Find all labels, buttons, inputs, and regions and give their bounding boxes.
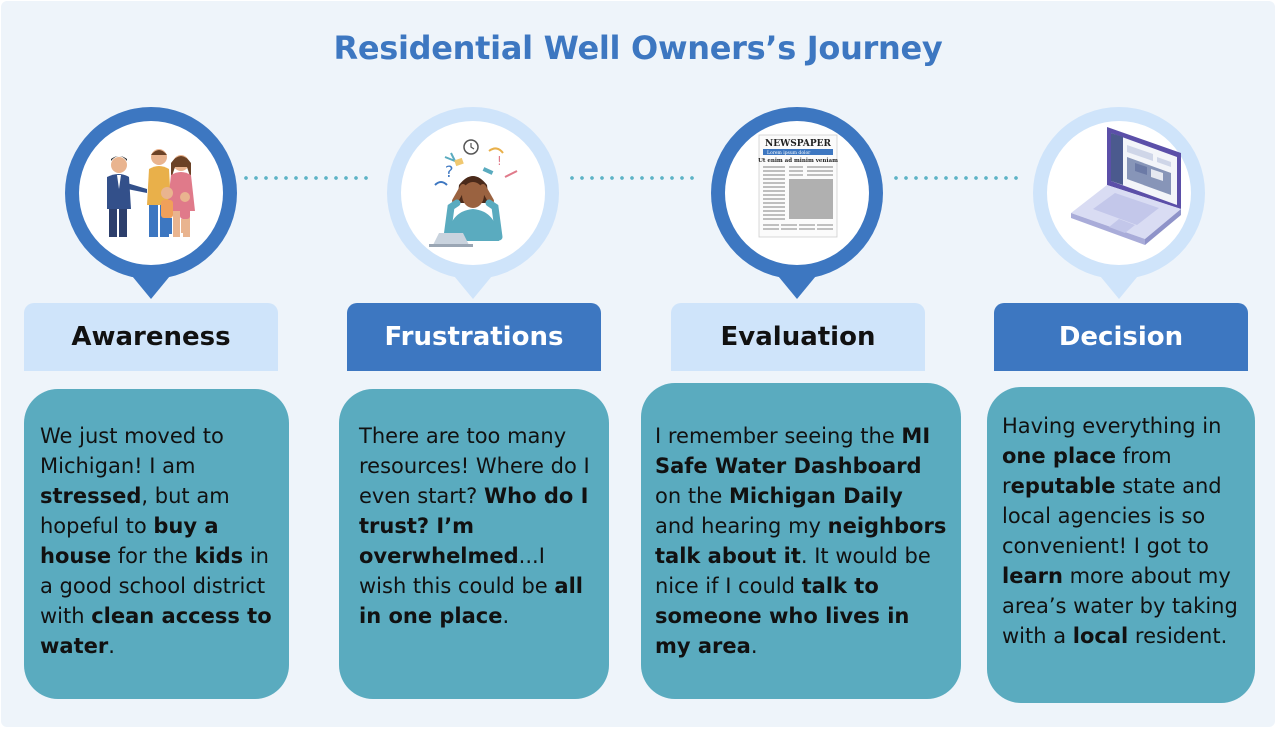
stage-text-segment: kids: [194, 544, 244, 568]
stage-text-segment: more about my area’s water by taking wit…: [1002, 564, 1238, 648]
svg-text:!: !: [497, 154, 502, 168]
stage-text-segment: local: [1072, 624, 1129, 648]
stage-text-segment: Having everything in: [1002, 414, 1222, 438]
connector-dots-3: [891, 175, 1021, 181]
newspaper-headline: Ut enim ad minim veniam: [758, 158, 838, 164]
stage-text-segment: , but am hopeful to: [40, 484, 230, 538]
family-handshake-icon: [65, 107, 237, 299]
stressed-person-icon: ? !: [387, 107, 559, 299]
stage-text-segment: from r: [1002, 444, 1172, 498]
awareness-pin: [63, 105, 239, 305]
stage-text-segment: We just moved to Michigan! I am: [40, 424, 224, 478]
stage-text-segment: learn: [1002, 564, 1063, 588]
stage-text-segment: state and local agencies is so convenien…: [1002, 474, 1222, 558]
evaluation-pin: NEWSPAPER Lorem ipsum dolor Ut enim ad m…: [709, 105, 885, 305]
stage-text-awareness: We just moved to Michigan! I am stressed…: [40, 421, 277, 661]
stage-card-evaluation: I remember seeing the MI Safe Water Dash…: [641, 383, 961, 699]
stage-text-segment: clean access to water: [40, 604, 272, 658]
stage-header-decision: Decision: [994, 303, 1248, 371]
page-title: Residential Well Owners’s Journey: [333, 29, 943, 67]
stage-text-segment: one place: [1002, 444, 1117, 468]
newspaper-masthead: NEWSPAPER: [765, 139, 831, 149]
stage-text-segment: Michigan Daily: [728, 484, 903, 508]
stage-text-segment: resident.: [1128, 624, 1228, 648]
stage-header-evaluation: Evaluation: [671, 303, 925, 371]
stage-text-segment: and hearing my: [655, 514, 828, 538]
stage-text-segment: on the: [655, 484, 729, 508]
stage-text-evaluation: I remember seeing the MI Safe Water Dash…: [655, 421, 949, 661]
stage-text-segment: stressed: [40, 484, 142, 508]
stage-text-segment: eputable: [1010, 474, 1116, 498]
stage-text-segment: I remember seeing the: [655, 424, 902, 448]
newspaper-subtitle: Lorem ipsum dolor: [767, 150, 811, 156]
stage-text-segment: .: [750, 634, 758, 658]
stage-text-segment: for the: [111, 544, 195, 568]
stage-text-segment: Who do I trust? I’m overwhelmed: [359, 484, 589, 568]
frustrations-pin: ? !: [385, 105, 561, 305]
stage-header-frustrations: Frustrations: [347, 303, 601, 371]
svg-text:?: ?: [445, 162, 454, 181]
stage-text-segment: MI Safe Water Dashboard: [655, 424, 931, 478]
stage-text-segment: ...I wish this could be: [359, 544, 555, 598]
decision-pin: [1031, 105, 1207, 305]
stage-text-segment: all in one place: [359, 574, 583, 628]
stage-card-awareness: We just moved to Michigan! I am stressed…: [24, 389, 289, 699]
stage-text-decision: Having everything in one place from repu…: [1002, 411, 1245, 651]
stage-text-segment: .: [502, 604, 510, 628]
stage-text-segment: .: [108, 634, 115, 658]
stage-text-segment: talk to someone who lives in my area: [655, 574, 910, 658]
stage-header-awareness: Awareness: [24, 303, 278, 371]
laptop-dashboard-icon: [1033, 107, 1205, 299]
stage-text-segment: . It would be nice if I could: [655, 544, 931, 598]
stage-text-segment: There are too many resources! Where do I…: [359, 424, 590, 508]
stage-text-segment: buy a house: [40, 514, 219, 568]
stage-text-frustrations: There are too many resources! Where do I…: [359, 421, 593, 631]
stage-text-segment: in a good school district with: [40, 544, 269, 628]
stage-card-frustrations: There are too many resources! Where do I…: [339, 389, 609, 699]
stage-text-segment: neighbors talk about it: [655, 514, 947, 568]
stage-card-decision: Having everything in one place from repu…: [987, 387, 1255, 703]
connector-dots-1: [241, 175, 371, 181]
newspaper-icon: NEWSPAPER Lorem ipsum dolor Ut enim ad m…: [711, 107, 883, 299]
connector-dots-2: [567, 175, 697, 181]
